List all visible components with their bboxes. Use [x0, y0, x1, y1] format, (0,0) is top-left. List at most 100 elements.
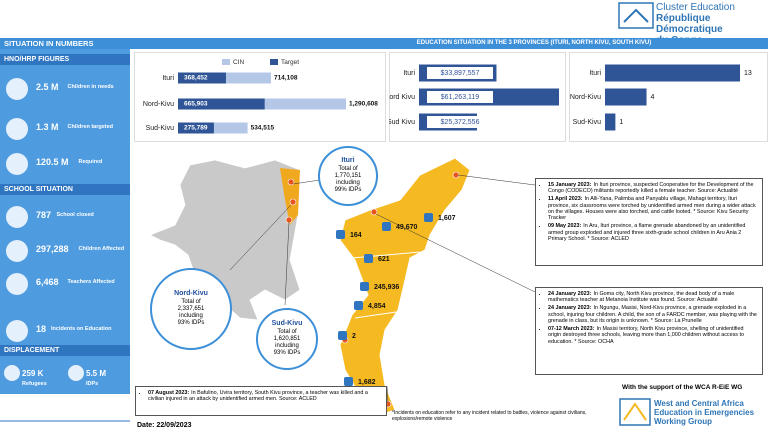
incident-list: 07 August 2023:In Bafulino, Uvira territ…	[140, 390, 382, 403]
icon	[360, 282, 369, 291]
stat-value: 6,468	[36, 277, 59, 287]
section-title: HNO/HRP FIGURES	[0, 54, 130, 65]
drc-map	[149, 159, 301, 321]
chart: Ituri Nord Kivu Sud Kivu $33,897,557 $61,263…	[389, 64, 559, 131]
callout-line: including	[275, 343, 299, 350]
chart: Ituri Nord-Kivu Sud-Kivu CIN 714,108 1,290,60…	[143, 59, 378, 134]
callout-line: including	[336, 180, 360, 187]
marker	[289, 198, 297, 206]
incident-date: 07 August 2023:	[148, 390, 190, 396]
cluster-logo-icon	[618, 2, 654, 29]
category-label: Ituri	[403, 70, 415, 77]
label-box	[427, 91, 493, 103]
map-figure: 49,670	[396, 224, 418, 231]
callout-line: 99% IDPs	[334, 187, 362, 194]
icon	[6, 153, 28, 175]
incident: 24 January 2023:In Ngungu, Masisi, Nord-…	[548, 305, 758, 324]
connector	[375, 213, 536, 293]
bar	[178, 98, 265, 110]
incident-text: In Masisi territory, North Kivu province…	[548, 325, 744, 345]
callout-line: Total of	[181, 298, 201, 305]
stat-label: Required	[78, 159, 103, 165]
section-title: SCHOOL SITUATION	[0, 184, 130, 195]
stat-label: Refugees	[22, 381, 47, 387]
value-label: 665,903	[184, 101, 208, 108]
callout-line: 1,620,851	[273, 336, 301, 342]
callout-title: Sud-Kivu	[271, 320, 303, 328]
incident-date: 24 January 2023:	[548, 305, 592, 312]
stat-label: Incidents on Education	[51, 326, 112, 332]
wg-logo-text: West and Central Africa	[654, 399, 744, 408]
value-label: 275,789	[184, 125, 208, 132]
logo-text: République Démocratique	[656, 13, 723, 35]
marker	[287, 178, 295, 186]
chart-panel	[134, 52, 386, 142]
value-label: 534,515	[251, 125, 275, 132]
icon	[6, 78, 28, 100]
banner-right: EDUCATION SITUATION IN THE 3 PROVINCES (…	[416, 40, 652, 46]
bar	[178, 72, 226, 84]
icon	[424, 213, 433, 222]
stat-label: IDPs	[86, 381, 99, 387]
incident-date: 15 January 2023:	[548, 182, 592, 188]
wg-logo-text: Education in Emergencies	[654, 408, 755, 417]
incident-date: 24 January 2023:	[548, 291, 592, 297]
stat-label: School closed	[56, 212, 94, 218]
incident-text: In Bafulino, Uvira territory, South Kivu…	[148, 390, 368, 403]
incident-box: 24 January 2023:In Goma city, North Kivu…	[535, 287, 763, 375]
callout-line: including	[179, 313, 203, 320]
icon	[338, 331, 347, 340]
banner	[0, 38, 768, 49]
category-label: Nord-Kivu	[570, 94, 601, 101]
incident-date: 11 April 2023:	[548, 196, 583, 203]
connector	[386, 385, 389, 403]
stat-value: 259 K	[22, 369, 44, 378]
value-label: $25,372,556	[441, 119, 480, 126]
callout: Ituri Total of 1,770,151 including 99% IDPs	[318, 146, 378, 206]
callout-line: 2,337,651	[177, 306, 205, 312]
stat-label: Teachers Affected	[67, 279, 115, 285]
stat-value: 18	[36, 324, 47, 334]
connectors	[229, 174, 536, 403]
connector	[284, 221, 290, 306]
incident-box: 15 January 2023:In Ituri province, suspe…	[535, 178, 763, 266]
category-label: Sud Kivu	[389, 119, 415, 126]
callout-title: Ituri	[341, 157, 355, 165]
footnote: *Incidents on education refer to any inc…	[392, 410, 587, 422]
map-figure: 245,936	[374, 284, 400, 291]
value-label: 1,290,608	[349, 101, 378, 108]
incident-box: 07 August 2023:In Bafulino, Uvira territ…	[135, 386, 387, 416]
label-box	[427, 116, 493, 128]
icon	[6, 320, 28, 342]
callout-line: Total of	[277, 328, 297, 335]
map-figure: 2	[352, 333, 356, 340]
wg-logo: West and Central Africa Education in Eme…	[654, 399, 754, 426]
bar	[178, 122, 214, 134]
icon	[6, 273, 28, 295]
provinces-map	[339, 157, 471, 416]
province-border	[351, 251, 421, 259]
map-figure: 164	[350, 232, 362, 239]
incident-list: 24 January 2023:In Goma city, North Kivu…	[540, 291, 758, 345]
incident-text: In Goma city, North Kivu province, the d…	[548, 291, 735, 304]
value-label: 368,452	[184, 75, 208, 82]
stat-label: Children targeted	[67, 124, 114, 130]
value-label: 13	[744, 70, 752, 77]
stat-label: Children in needs	[67, 84, 114, 90]
banner-left: SITUATION IN NUMBERS	[4, 39, 94, 48]
icon	[6, 206, 28, 228]
icon	[344, 377, 353, 386]
incident: 11 April 2023:In Alli-Yana, Palimba and …	[548, 196, 758, 222]
category-label: Nord Kivu	[389, 94, 415, 101]
connector	[457, 174, 536, 186]
stat-value: 297,288	[36, 244, 69, 254]
bar	[605, 88, 647, 106]
section-title: DISPLACEMENT	[0, 345, 130, 356]
icon	[6, 240, 28, 262]
incident-text: In Ngungu, Masisi, Nord-Kivu province, a…	[548, 305, 757, 324]
callout-line: Total of	[338, 165, 358, 172]
map-figure: 1,682	[358, 379, 376, 386]
incident: 07-12 March 2023:In Masisi territory, No…	[548, 326, 758, 345]
incident-list: 15 January 2023:In Ituri province, suspe…	[540, 182, 758, 242]
stat-label: Children Affected	[78, 246, 125, 252]
